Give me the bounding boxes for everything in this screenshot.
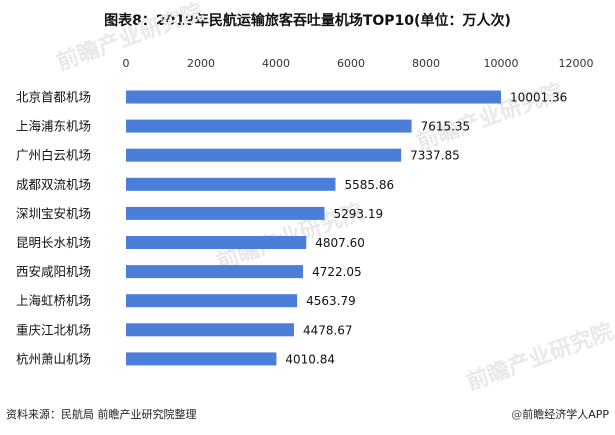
data-label: 4722.05 [312, 265, 362, 279]
watermark-text-0: 前瞻产业研究院 [53, 0, 207, 76]
data-label: 4478.67 [303, 323, 353, 337]
category-label: 昆明长水机场 [16, 235, 91, 250]
bar [126, 177, 336, 191]
category-label: 成都双流机场 [16, 177, 91, 192]
x-tick-label: 2000 [187, 57, 215, 70]
footer-brand-name: 前瞻经济学人APP [522, 408, 609, 421]
category-labels: 北京首都机场上海浦东机场广州白云机场成都双流机场深圳宝安机场昆明长水机场西安咸阳… [16, 90, 91, 367]
x-tick-label: 12000 [559, 57, 594, 70]
bars [126, 90, 502, 366]
x-axis-ticks: 0 2000 4000 6000 8000 10000 12000 [123, 57, 594, 70]
category-label: 重庆江北机场 [16, 322, 91, 337]
bar-chart: 前瞻产业研究院前瞻产业研究院前瞻产业研究院前瞻产业研究院 02000400060… [16, 0, 615, 396]
category-label: 深圳宝安机场 [16, 206, 91, 221]
data-label: 4010.84 [285, 352, 335, 366]
category-label: 杭州萧山机场 [16, 351, 91, 366]
at-icon: @ [511, 408, 523, 421]
data-label: 4563.79 [306, 294, 356, 308]
x-tick-label: 6000 [337, 57, 365, 70]
bar [126, 236, 307, 249]
data-label: 5293.19 [333, 207, 383, 221]
bar [126, 352, 277, 366]
category-label: 北京首都机场 [16, 90, 91, 105]
x-tick-label: 4000 [262, 57, 290, 70]
bar [126, 265, 304, 279]
x-tick-label: 0 [123, 57, 130, 70]
bar [126, 148, 402, 162]
category-label: 上海虹桥机场 [16, 293, 91, 308]
bar [126, 323, 294, 337]
bar [126, 294, 298, 308]
bar [126, 206, 325, 220]
data-label: 7337.85 [410, 149, 460, 163]
value-labels: 10001.36 7615.35 7337.85 5585.86 5293.19 4807… [285, 91, 567, 367]
footer-source: 资料来源：民航局 前瞻产业研究院整理 [6, 408, 197, 421]
data-label: 4807.60 [315, 236, 365, 250]
data-label: 10001.36 [510, 91, 567, 105]
x-tick-label: 10000 [484, 57, 519, 70]
category-label: 广州白云机场 [16, 148, 91, 163]
data-label: 7615.35 [421, 120, 471, 134]
category-label: 上海浦东机场 [16, 119, 91, 134]
bar [126, 119, 412, 133]
watermark-text-3: 前瞻产业研究院 [463, 319, 615, 396]
data-label: 5585.86 [344, 178, 394, 192]
chart-title: 图表8：2019年民航运输旅客吞吐量机场TOP10(单位：万人次) [104, 13, 511, 29]
category-label: 西安咸阳机场 [16, 264, 91, 279]
footer-brand: @前瞻经济学人APP [511, 406, 609, 422]
bar [126, 90, 502, 104]
x-tick-label: 8000 [412, 57, 440, 70]
